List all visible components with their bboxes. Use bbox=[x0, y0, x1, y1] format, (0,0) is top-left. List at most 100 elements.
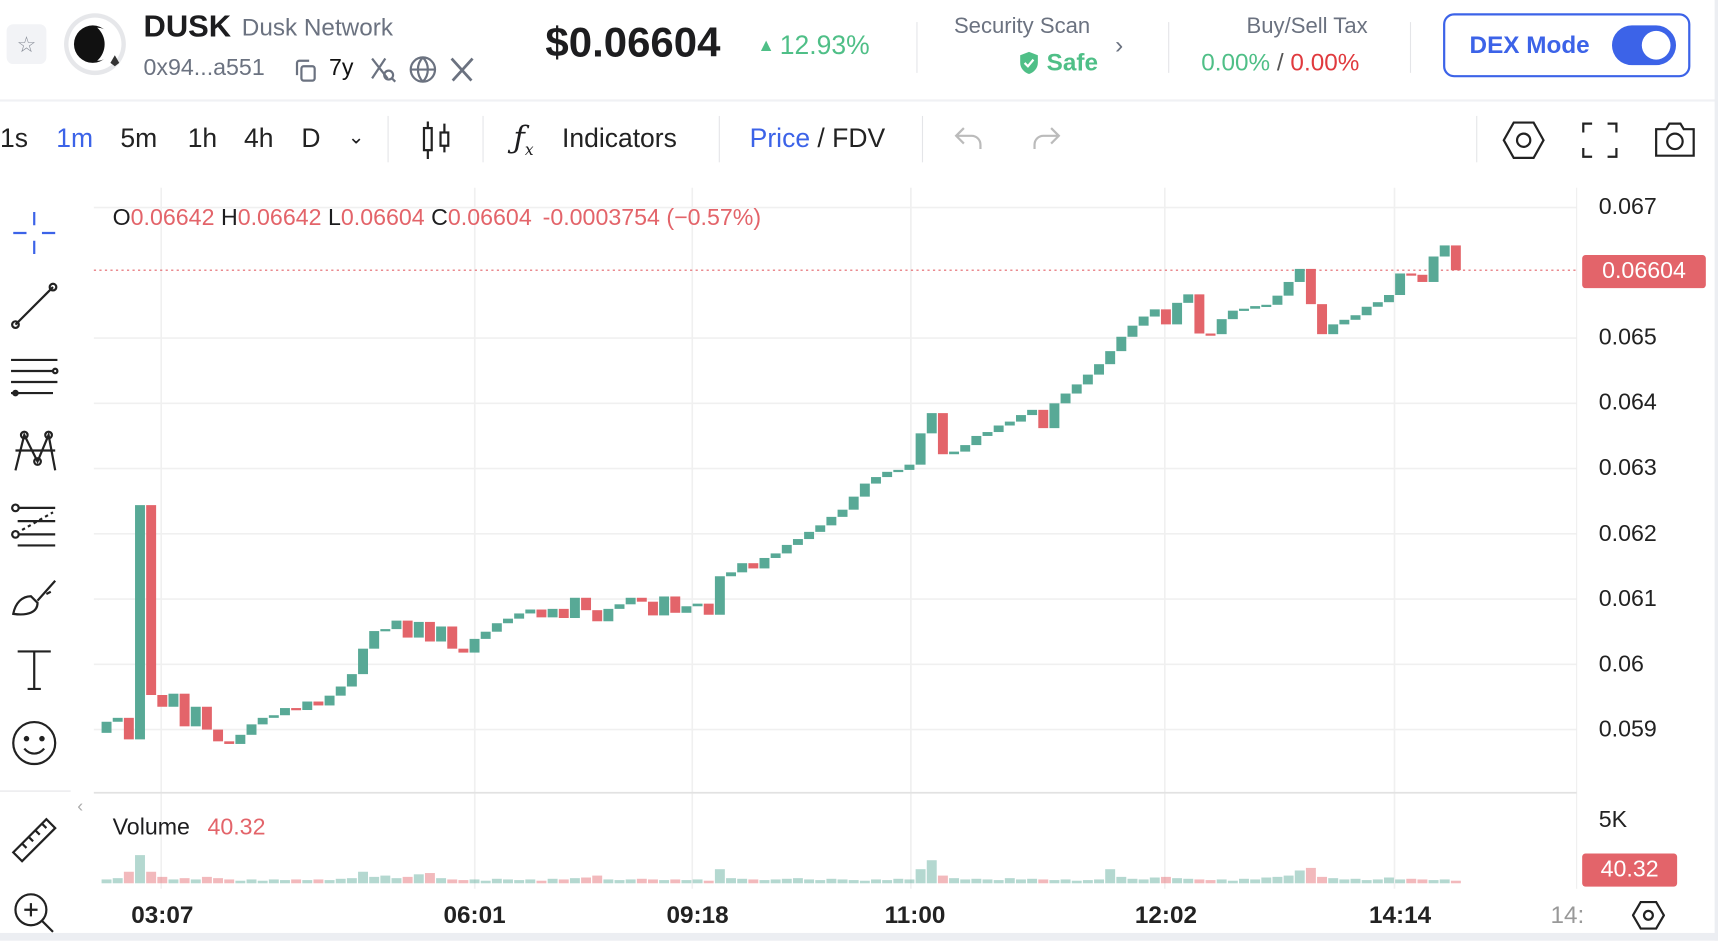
volume-bar bbox=[201, 876, 212, 884]
candle bbox=[1305, 268, 1316, 305]
candle bbox=[1439, 245, 1450, 257]
x-twitter-icon[interactable] bbox=[448, 55, 477, 89]
divider bbox=[1409, 22, 1412, 73]
volume-bar bbox=[1361, 880, 1372, 884]
volume-bar bbox=[692, 879, 703, 884]
camera-snapshot-icon[interactable] bbox=[1653, 119, 1697, 164]
divider bbox=[1168, 22, 1170, 73]
timeframe-D[interactable]: D bbox=[301, 123, 321, 154]
horizontal-lines-icon[interactable] bbox=[9, 353, 60, 404]
dex-mode-toggle[interactable]: DEX Mode bbox=[1443, 13, 1691, 78]
redo-icon[interactable] bbox=[1029, 124, 1062, 158]
volume-bar bbox=[1272, 876, 1283, 884]
volume-bar bbox=[424, 873, 435, 884]
candle bbox=[324, 695, 335, 706]
candle bbox=[1372, 302, 1383, 307]
volume-bar bbox=[413, 874, 424, 884]
volume-bar bbox=[1417, 879, 1428, 884]
volume-legend: Volume 40.32 bbox=[113, 815, 266, 841]
pattern-tool-icon[interactable] bbox=[9, 426, 60, 477]
price-change: ▲ 12.93% bbox=[757, 31, 869, 62]
chevron-right-icon[interactable]: › bbox=[1115, 30, 1124, 59]
candle bbox=[592, 610, 603, 622]
candle bbox=[647, 601, 658, 616]
axis-settings-icon[interactable] bbox=[1631, 899, 1666, 938]
candle bbox=[346, 674, 357, 687]
volume-bar bbox=[179, 878, 190, 884]
candle bbox=[291, 708, 302, 711]
volume-bar bbox=[982, 879, 993, 884]
candle bbox=[424, 621, 435, 642]
emoji-icon[interactable] bbox=[9, 718, 60, 769]
price-option[interactable]: Price bbox=[749, 123, 811, 154]
volume-bar bbox=[1116, 876, 1127, 884]
search-x-icon[interactable] bbox=[369, 55, 398, 89]
volume-bar bbox=[1071, 880, 1082, 884]
candle bbox=[123, 717, 134, 740]
volume-bar bbox=[1305, 867, 1316, 884]
candle bbox=[1261, 304, 1272, 308]
volume-bar bbox=[1004, 878, 1015, 884]
timeframe-1m[interactable]: 1m bbox=[56, 123, 94, 154]
toggle-switch[interactable] bbox=[1611, 25, 1676, 66]
volume-bar bbox=[1239, 878, 1249, 884]
security-scan-label[interactable]: Security Scan bbox=[953, 14, 1091, 39]
token-age: 7y bbox=[329, 55, 354, 81]
candle bbox=[547, 608, 558, 618]
fdv-option[interactable]: FDV bbox=[832, 123, 886, 154]
divider bbox=[482, 115, 484, 163]
volume-bar bbox=[324, 880, 335, 884]
candle bbox=[279, 708, 290, 716]
candle bbox=[268, 715, 279, 718]
ruler-measure-icon[interactable] bbox=[9, 815, 60, 866]
candle bbox=[1339, 319, 1350, 325]
volume-bar bbox=[971, 878, 982, 884]
favorite-star-icon[interactable]: ☆ bbox=[6, 24, 47, 65]
crosshair-icon[interactable] bbox=[9, 208, 60, 259]
zoom-in-icon[interactable] bbox=[9, 888, 60, 939]
candlestick-type-icon[interactable] bbox=[420, 119, 453, 166]
candle bbox=[1216, 319, 1227, 335]
volume-last-badge: 40.32 bbox=[1582, 853, 1678, 887]
timeframe-5m[interactable]: 5m bbox=[120, 123, 158, 154]
volume-bar bbox=[1149, 877, 1160, 884]
text-tool-icon[interactable] bbox=[9, 645, 60, 696]
fullscreen-icon[interactable] bbox=[1581, 121, 1619, 164]
website-globe-icon[interactable] bbox=[409, 55, 438, 89]
volume-bar bbox=[157, 876, 168, 884]
copy-icon[interactable] bbox=[293, 57, 319, 89]
timeframe-1s[interactable]: 1s bbox=[0, 123, 28, 154]
fib-retracement-icon[interactable] bbox=[9, 499, 60, 550]
volume-bar bbox=[380, 875, 391, 884]
settings-hexagon-icon[interactable] bbox=[1502, 119, 1546, 166]
volume-bar bbox=[904, 879, 915, 884]
volume-bar bbox=[759, 880, 770, 884]
timeframe-4h[interactable]: 4h bbox=[244, 123, 274, 154]
candle bbox=[904, 464, 915, 470]
volume-bar bbox=[949, 878, 960, 884]
collapse-chevron-icon[interactable]: ‹ bbox=[77, 797, 84, 816]
volume-bar bbox=[770, 879, 781, 884]
timeframe-1h[interactable]: 1h bbox=[187, 123, 218, 154]
time-tick: 14: bbox=[1550, 900, 1585, 929]
volume-bar bbox=[1172, 878, 1183, 884]
volume-bar bbox=[714, 869, 725, 884]
brush-icon[interactable] bbox=[9, 572, 60, 623]
scrollbar[interactable] bbox=[1714, 0, 1718, 941]
security-status[interactable]: Safe bbox=[1018, 49, 1098, 78]
divider bbox=[0, 790, 71, 792]
undo-icon[interactable] bbox=[953, 124, 986, 158]
chevron-down-icon[interactable]: ⌄ bbox=[347, 125, 365, 148]
candle bbox=[1194, 294, 1205, 334]
candle bbox=[826, 516, 837, 526]
price-fdv-switch[interactable]: Price / FDV bbox=[750, 124, 885, 155]
candle bbox=[1094, 364, 1104, 375]
candle bbox=[692, 603, 703, 607]
candle bbox=[447, 626, 458, 649]
indicators-button[interactable]: Indicators bbox=[561, 123, 677, 154]
function-fx-icon[interactable]: ƒx bbox=[513, 119, 534, 160]
candle bbox=[871, 477, 881, 484]
trend-line-icon[interactable] bbox=[9, 280, 60, 331]
volume-bar bbox=[681, 880, 692, 884]
